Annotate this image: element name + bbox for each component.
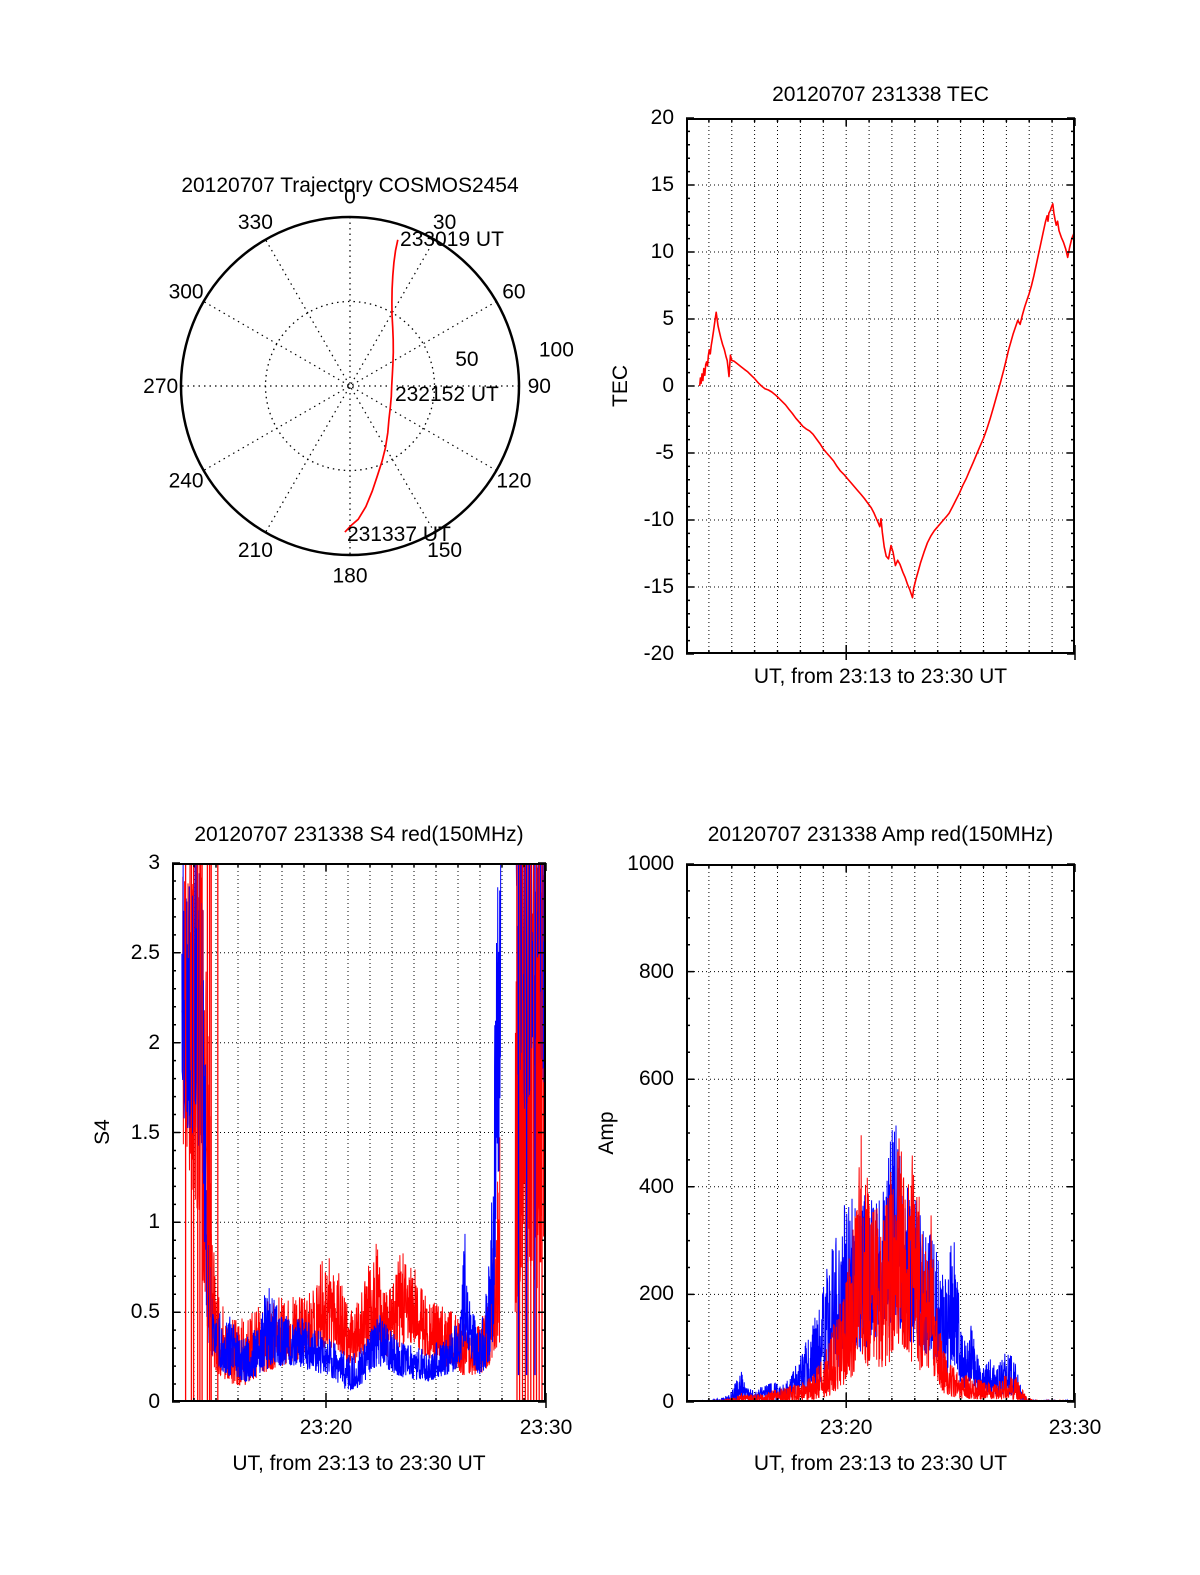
trajectory-annotation-mid: 232152 UT <box>394 382 499 406</box>
tec-series-tec-red <box>698 203 1075 599</box>
tec-y-tick-label: 5 <box>662 307 674 330</box>
polar-azimuth-label: 270 <box>143 375 178 398</box>
polar-azimuth-label: 150 <box>427 539 462 562</box>
s4-title: 20120707 231338 S4 red(150MHz) <box>194 823 524 846</box>
amp-y-tick-label: 800 <box>638 959 674 983</box>
amp-y-tick-label: 0 <box>662 1390 674 1413</box>
trajectory-track <box>344 239 399 533</box>
tec-y-tick-label: 15 <box>650 173 674 196</box>
tec-y-tick-label: 0 <box>662 374 674 397</box>
amp-plot-area <box>686 863 1076 1408</box>
amp-x-tick-label: 23:30 <box>1048 1416 1102 1439</box>
tec-y-tick-label: 20 <box>650 106 674 129</box>
trajectory-annotation-start: 233019 UT <box>400 227 504 251</box>
polar-azimuth-label: 210 <box>238 539 273 562</box>
trajectory-plot-area: 0 30 60 90 120 150 180 210 240 270 300 330 50 100 <box>143 186 574 588</box>
tec-y-tick-label: -5 <box>655 441 674 464</box>
polar-outer-circle <box>179 215 521 557</box>
tec-y-tick-label: -15 <box>643 575 674 598</box>
polar-grid-ring <box>264 300 436 472</box>
polar-radial-label: 100 <box>539 339 574 362</box>
s4-series-s4-blue <box>181 863 502 1391</box>
s4-series-s4-red <box>181 863 501 1386</box>
tec-plot-area <box>686 117 1076 660</box>
tec-y-tick-label: 10 <box>650 240 674 263</box>
amp-y-tick-label: 1000 <box>627 852 674 875</box>
s4-y-tick-label: 2.5 <box>130 940 160 964</box>
tec-x-axis-label: UT, from 23:13 to 23:30 UT <box>753 665 1008 688</box>
polar-azimuth-label: 0 <box>344 186 356 209</box>
amp-x-tick-label: 23:20 <box>819 1416 873 1439</box>
amp-chart: 20120707 231338 Amp red(150MHz) Amp UT, … <box>595 823 1101 1475</box>
s4-x-tick-label: 23:20 <box>299 1416 353 1439</box>
amp-y-tick-label: 400 <box>638 1174 674 1198</box>
polar-azimuth-label: 330 <box>238 211 273 234</box>
amp-y-tick-label: 200 <box>638 1282 674 1306</box>
polar-azimuth-label: 60 <box>502 280 525 303</box>
trajectory-annotation-end: 231337 UT <box>346 523 451 547</box>
s4-y-tick-label: 1 <box>148 1210 160 1234</box>
s4-x-tick-label: 23:30 <box>519 1416 573 1439</box>
trajectory-polar-plot: 20120707 Trajectory COSMOS2454 0 30 60 90 12… <box>121 157 579 615</box>
s4-y-tick-label: 0 <box>148 1390 160 1413</box>
s4-y-tick-label: 1.5 <box>130 1120 160 1144</box>
s4-y-tick-label: 2 <box>148 1030 160 1054</box>
polar-azimuth-label: 120 <box>496 470 531 493</box>
polar-azimuth-label: 90 <box>528 375 551 398</box>
polar-azimuth-label: 300 <box>169 280 204 303</box>
s4-x-axis-label: UT, from 23:13 to 23:30 UT <box>232 1452 486 1475</box>
s4-s4-blue-dropout-lines <box>517 863 536 1376</box>
polar-radial-label: 50 <box>455 348 478 371</box>
s4-plot-area <box>172 862 547 1408</box>
trajectory-title: 20120707 Trajectory COSMOS2454 <box>181 174 519 197</box>
polar-azimuth-label: 180 <box>332 564 367 587</box>
amp-title: 20120707 231338 Amp red(150MHz) <box>707 823 1054 846</box>
polar-azimuth-label: 30 <box>433 211 456 234</box>
amp-y-tick-label: 600 <box>638 1067 674 1091</box>
s4-y-tick-label: 3 <box>148 851 160 874</box>
tec-y-tick-label: -10 <box>643 508 674 531</box>
amp-x-axis-label: UT, from 23:13 to 23:30 UT <box>753 1452 1008 1475</box>
tec-title: 20120707 231338 TEC <box>772 83 989 106</box>
tec-y-tick-label: -20 <box>643 642 674 665</box>
polar-azimuth-label: 240 <box>169 470 204 493</box>
tec-chart: 20120707 231338 TEC TEC UT, from 23:13 t… <box>609 83 1076 688</box>
s4-chart: 20120707 231338 S4 red(150MHz) S4 UT, fr… <box>91 823 572 1475</box>
s4-y-tick-label: 0.5 <box>130 1300 160 1324</box>
